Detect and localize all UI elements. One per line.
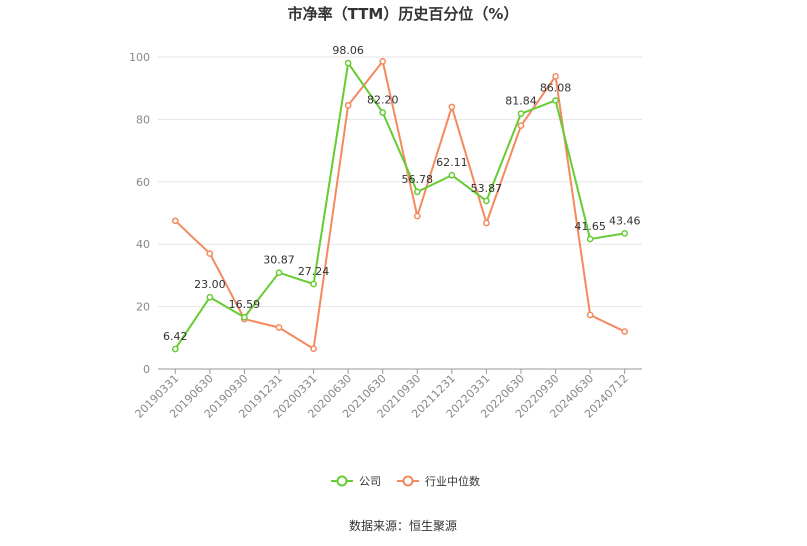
y-tick-label: 20	[136, 301, 150, 314]
data-point	[171, 217, 179, 225]
y-tick-label: 40	[136, 238, 150, 251]
y-tick-label: 60	[136, 176, 150, 189]
data-point	[517, 110, 525, 118]
y-tick-label: 80	[136, 113, 150, 126]
data-label: 86.08	[540, 81, 572, 94]
data-point	[552, 72, 559, 80]
series-line-0	[174, 62, 625, 350]
legend-label: 公司	[359, 475, 381, 488]
data-point	[310, 345, 317, 353]
data-label: 6.42	[163, 330, 188, 343]
data-point	[379, 109, 387, 116]
data-label: 41.65	[574, 220, 606, 233]
data-point	[586, 235, 594, 243]
grid	[158, 56, 642, 370]
chart-title: 市净率（TTM）历史百分位（%）	[288, 5, 519, 23]
data-point	[586, 311, 594, 319]
data-point	[413, 188, 421, 196]
data-point	[621, 328, 629, 335]
data-label: 27.24	[298, 265, 330, 278]
data-point	[517, 122, 525, 129]
data-point	[552, 97, 559, 104]
data-point	[241, 313, 248, 321]
legend-marker	[402, 475, 414, 487]
source-note: 数据来源：恒生聚源	[349, 518, 457, 533]
data-point	[413, 212, 421, 220]
legend-label: 行业中位数	[425, 474, 480, 488]
data-label: 82.20	[367, 94, 399, 107]
data-point	[344, 102, 352, 109]
data-point	[483, 197, 490, 205]
data-point	[483, 219, 490, 227]
data-point	[621, 230, 629, 237]
x-axis: 2019033120190630201909302019123120200331…	[133, 369, 631, 421]
data-label: 16.59	[229, 298, 261, 311]
y-tick-label: 100	[129, 51, 150, 64]
data-label: 43.46	[609, 214, 641, 227]
data-point	[448, 103, 456, 111]
legend-item-0[interactable]: 公司	[331, 475, 381, 488]
data-point	[206, 293, 214, 301]
data-point	[206, 250, 214, 257]
data-label: 62.11	[436, 156, 468, 169]
data-point	[310, 280, 317, 288]
y-tick-label: 0	[143, 363, 150, 376]
data-label: 56.78	[402, 173, 434, 186]
data-point	[448, 171, 456, 179]
data-point	[171, 345, 179, 353]
series-layer	[171, 58, 629, 353]
data-label: 81.84	[505, 95, 537, 108]
data-point	[275, 324, 283, 331]
y-axis: 0 20 40 60 80 100	[129, 51, 150, 376]
legend-item-1[interactable]: 行业中位数	[397, 474, 480, 488]
legend-marker	[336, 475, 348, 487]
data-label: 30.87	[263, 254, 295, 267]
series-line-1	[174, 60, 626, 350]
data-point	[275, 269, 283, 277]
legend[interactable]: 公司 行业中位数	[331, 474, 480, 488]
data-label: 98.06	[332, 44, 364, 57]
data-label: 53.87	[471, 182, 503, 195]
data-point	[344, 59, 352, 67]
data-label: 23.00	[194, 278, 226, 291]
data-point	[379, 58, 387, 65]
